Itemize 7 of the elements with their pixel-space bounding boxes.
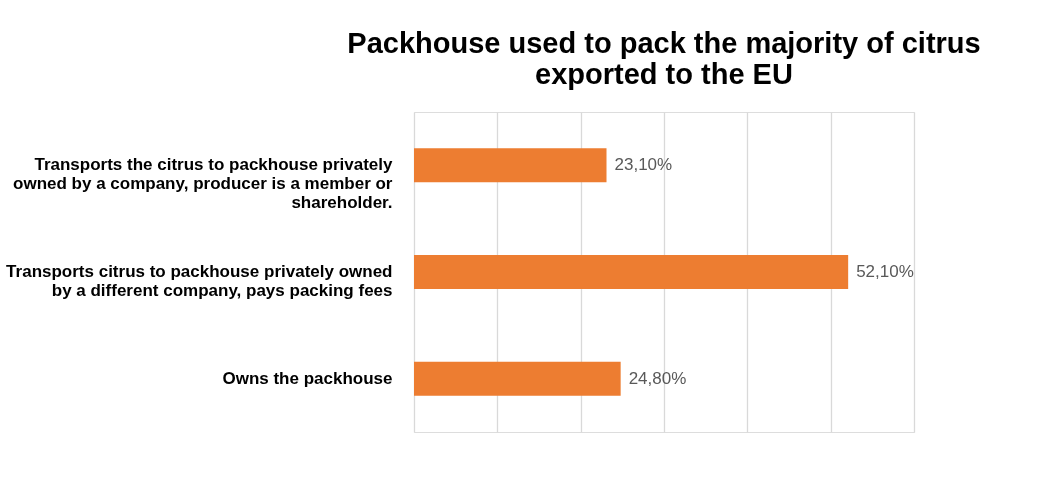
chart-title: Packhouse used to pack the majority of citrus exported to the EU [347,27,981,90]
y-tick-label: Transports citrus to packhouse privately owned by a different company, pays packing fees [6,262,393,300]
data-label: 52,10% [856,262,914,281]
y-tick-label: Owns the packhouse [222,368,393,388]
data-label: 23,10% [614,155,673,175]
y-tick-label: Transports the citrus to packhouse privately owned by a company, producer is a member or shareholder. [13,155,394,213]
data-label: 24,80% [628,368,687,388]
